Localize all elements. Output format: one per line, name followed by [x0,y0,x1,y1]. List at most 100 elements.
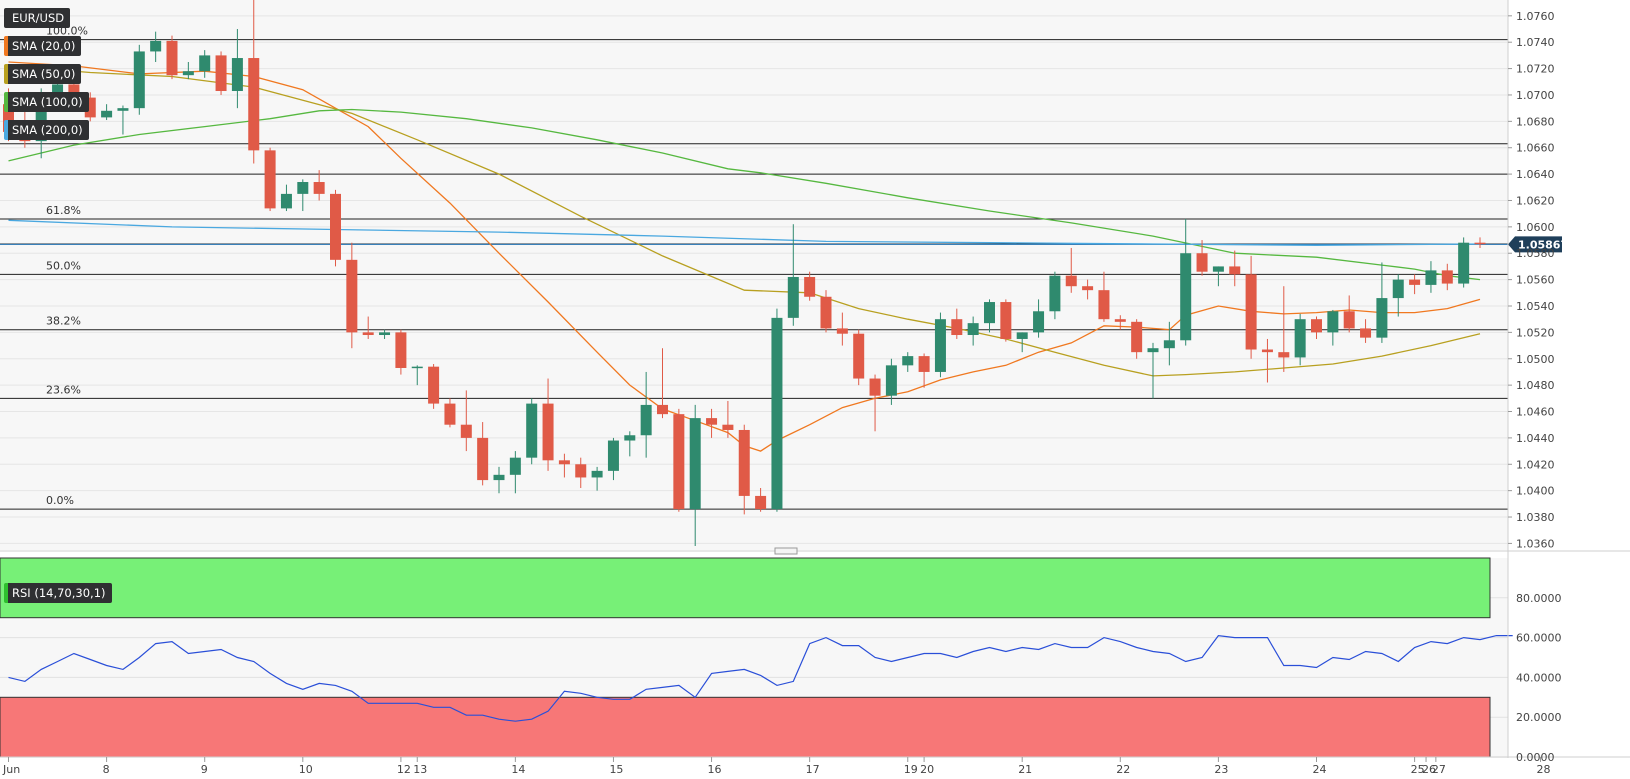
candle-body [624,435,636,441]
fib-level-label: 50.0% [46,259,81,272]
time-tick-label: 14 [511,763,525,776]
sma-line [8,65,1481,377]
price-tick-label: 1.0740 [1516,36,1555,49]
candle-body [297,182,309,194]
fib-level-label: 0.0% [46,494,74,507]
price-tick-label: 1.0540 [1516,300,1555,313]
candle-body [1245,274,1257,350]
time-tick-label: 15 [609,763,623,776]
candle-body [526,403,538,458]
candle-body [101,110,113,118]
legend-sma-50[interactable]: SMA (50,0) [4,64,82,84]
price-tick-label: 1.0680 [1516,115,1555,128]
price-tick-label: 1.0760 [1516,10,1555,23]
candle-body [1212,266,1224,272]
legend-sma-20[interactable]: SMA (20,0) [4,36,82,56]
candle-body [1278,352,1290,358]
time-tick-label: 19 [904,763,918,776]
candle-body [248,58,260,151]
candle-body [1098,290,1110,320]
candle-body [166,40,178,76]
time-tick-label: 10 [299,763,313,776]
candle-body [1065,275,1077,287]
candle-body [1294,319,1306,358]
candle-body [379,332,391,336]
candle-body [575,464,587,478]
candle-body [738,429,750,496]
candle-body [231,58,243,92]
candle-body [542,403,554,461]
rsi-tick-label: 40.0000 [1516,671,1562,684]
candle-body [1163,340,1175,349]
candle-body [820,296,832,329]
candle-body [493,474,505,481]
rsi-tick-label: 80.0000 [1516,592,1562,605]
candle-body [1392,279,1404,299]
candle-body [68,84,80,98]
price-tick-label: 1.0500 [1516,353,1555,366]
candle-body [1114,319,1126,322]
time-tick-label: 21 [1018,763,1032,776]
time-tick-label: Jun [2,763,20,776]
time-tick-label: 9 [201,763,208,776]
candle-body [1360,328,1372,338]
price-tick-label: 1.0400 [1516,485,1555,498]
time-tick-label: 20 [920,763,934,776]
candle-body [1049,275,1061,312]
time-tick-label: 13 [413,763,427,776]
candle-body [182,71,194,76]
current-price-marker [1508,236,1562,253]
price-tick-label: 1.0660 [1516,142,1555,155]
candle-body [902,356,914,366]
time-tick-label: 28 [1536,763,1550,776]
price-tick-label: 1.0720 [1516,63,1555,76]
candle-body [836,328,848,334]
price-tick-label: 1.0620 [1516,194,1555,207]
time-tick-label: 24 [1313,763,1327,776]
candle-body [1131,321,1143,353]
candle-body [804,276,816,297]
candle-body [918,356,930,372]
time-tick-label: 26 [1422,763,1436,776]
legend-rsi[interactable]: RSI (14,70,30,1) [4,583,112,603]
rsi-tick-label: 60.0000 [1516,632,1562,645]
candle-body [1261,349,1273,353]
candle-body [1458,242,1470,284]
rsi-tick-label: 0.0000 [1516,751,1555,764]
candle-body [411,366,423,369]
candle-body [657,404,668,415]
candle-body [722,424,734,430]
time-tick-label: 25 [1411,763,1425,776]
legend-sma-200[interactable]: SMA (200,0) [4,120,89,140]
price-tick-label: 1.0520 [1516,326,1555,339]
candle-body [787,276,799,318]
candle-body [280,193,292,209]
time-tick-label: 16 [708,763,722,776]
chart-legend: EUR/USD SMA (20,0) SMA (50,0) SMA (100,0… [4,8,89,140]
time-tick-label: 8 [103,763,110,776]
rsi-overbought-zone [0,557,1491,619]
time-tick-label: 27 [1432,763,1446,776]
candle-body [52,84,64,95]
candle-body [199,55,211,72]
candle-body [1409,279,1421,285]
time-tick-label: 22 [1116,763,1130,776]
sma-line [8,108,1481,281]
candle-body [84,97,96,118]
candle-body [885,365,897,396]
price-tick-label: 1.0580 [1516,247,1555,260]
legend-symbol[interactable]: EUR/USD [4,8,71,28]
candle-body [150,40,162,52]
rsi-line [8,634,1513,722]
price-tick-label: 1.0600 [1516,221,1555,234]
rsi-tick-label: 20.0000 [1516,711,1562,724]
candle-body [1147,348,1159,353]
candle-body [640,404,652,436]
candle-body [444,403,456,425]
candle-body [558,460,570,465]
price-tick-label: 1.0440 [1516,432,1555,445]
legend-sma-100[interactable]: SMA (100,0) [4,92,89,112]
candle-body [1082,286,1094,291]
